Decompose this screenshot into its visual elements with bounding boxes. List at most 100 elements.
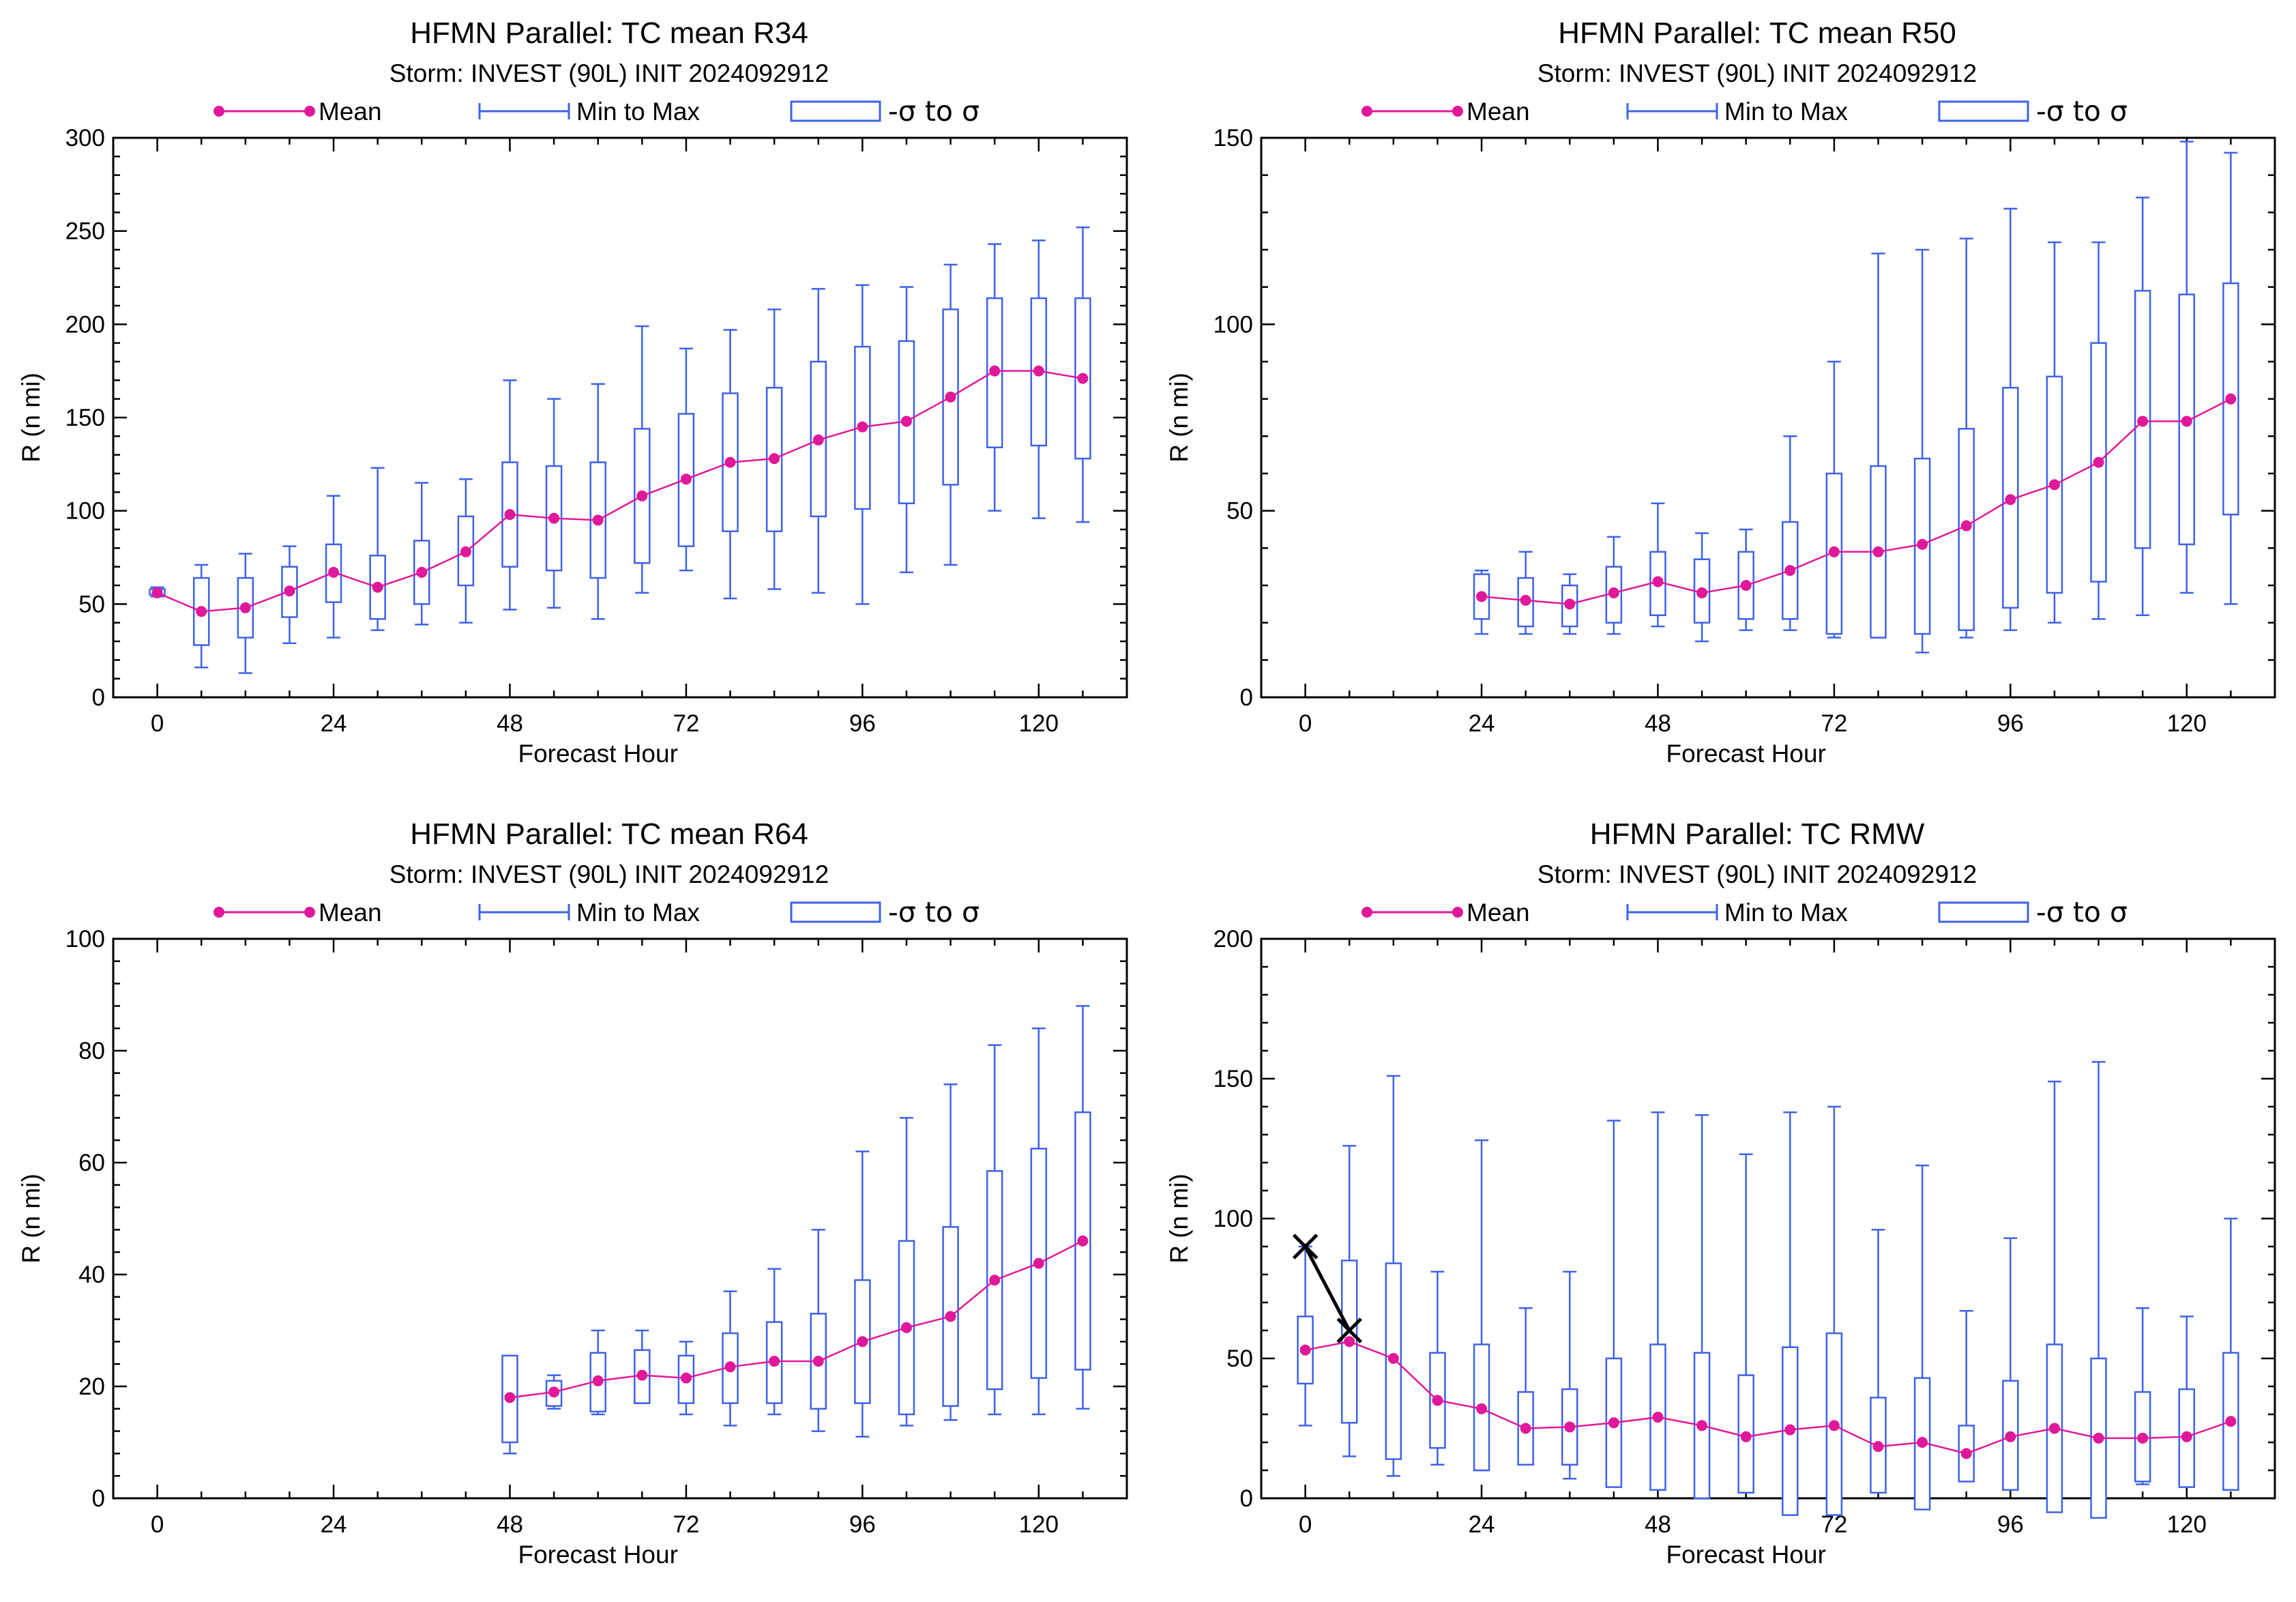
y-axis-label: R (n mi) — [1165, 373, 1193, 463]
y-tick-label: 50 — [1226, 498, 1253, 525]
chart-title: HFMN Parallel: TC mean R34 — [410, 16, 808, 50]
mean-point — [945, 391, 956, 403]
y-axis: 0 50 100 150 R (n mi) — [1165, 125, 2275, 711]
mean-point — [2093, 456, 2104, 468]
x-tick-label: 24 — [321, 1511, 347, 1538]
box-78h — [722, 1290, 739, 1427]
x-axis-label: Forecast Hour — [1666, 1541, 1825, 1569]
y-tick-label: 250 — [65, 218, 105, 245]
y-tick-label: 0 — [92, 684, 105, 711]
best-track — [1292, 1234, 1362, 1343]
mean-point — [1299, 1344, 1311, 1356]
mean-point — [900, 416, 912, 427]
box-102h — [898, 1117, 915, 1427]
y-tick-label: 20 — [78, 1373, 105, 1400]
mean-line — [1305, 1341, 2231, 1455]
chart-svg: HFMN Parallel: TC mean R34 Storm: INVEST … — [17, 16, 1128, 768]
mean-point — [1784, 1424, 1796, 1436]
mean-point — [2225, 1416, 2237, 1427]
box-126h — [1074, 1005, 1091, 1410]
box-18h — [1429, 1270, 1446, 1466]
box-102h — [898, 286, 915, 574]
legend-mean-label: Mean — [319, 899, 382, 927]
plot-frame — [1260, 136, 2276, 699]
mean-point — [548, 512, 560, 524]
chart-subtitle: Storm: INVEST (90L) INIT 2024092912 — [1537, 59, 1977, 87]
mean-point — [504, 509, 516, 521]
legend-mean-marker — [214, 907, 224, 918]
box-36h — [1561, 1270, 1578, 1480]
legend-mean-marker — [1452, 106, 1463, 117]
mean-point — [1476, 591, 1488, 602]
y-axis: 0 50 100 150 200 250 300 R (n mi) — [17, 125, 1127, 711]
best-track-marker — [1292, 1234, 1319, 1259]
mean-point — [1387, 1353, 1399, 1364]
legend-mean-marker — [1362, 907, 1372, 918]
box-120h — [2178, 1315, 2196, 1488]
legend-mean-marker — [304, 106, 315, 117]
x-tick-label: 120 — [2167, 1511, 2207, 1538]
plot-frame — [1260, 937, 2276, 1500]
box-36h — [413, 482, 430, 626]
mean-point — [1740, 1431, 1752, 1442]
mean-line — [1481, 398, 2231, 605]
box-114h — [2134, 196, 2151, 616]
x-tick-label: 120 — [1019, 710, 1059, 737]
box-126h — [2222, 1217, 2239, 1491]
legend-sigma-label: -σ to σ — [888, 896, 980, 929]
box-108h — [942, 1083, 959, 1421]
x-tick-label: 96 — [849, 1511, 876, 1538]
legend-minmax-label: Min to Max — [1724, 899, 1848, 927]
x-tick-label: 0 — [1299, 710, 1312, 737]
mean-point — [372, 581, 383, 593]
box-120h — [2178, 141, 2196, 594]
y-tick-label: 100 — [1213, 1206, 1253, 1232]
mean-point — [592, 514, 604, 526]
box-108h — [942, 263, 959, 566]
legend: Mean Min to Max -σ to σ — [214, 896, 980, 929]
y-axis-label: R (n mi) — [17, 373, 45, 463]
mean-point — [680, 1372, 692, 1384]
plot-frame — [112, 136, 1128, 699]
box-114h — [2134, 1307, 2151, 1485]
mean-point — [1960, 1448, 1972, 1459]
box-series — [1473, 141, 2239, 654]
y-tick-label: 60 — [78, 1150, 105, 1176]
mean-point — [989, 1275, 1001, 1286]
mean-point — [1033, 365, 1044, 377]
y-tick-label: 150 — [65, 405, 105, 431]
mean-point — [1520, 1423, 1531, 1434]
mean-point — [592, 1375, 604, 1386]
box-54h — [1693, 1114, 1711, 1500]
legend-minmax-label: Min to Max — [1724, 98, 1848, 126]
x-tick-label: 72 — [673, 1511, 699, 1538]
mean-point — [1608, 587, 1619, 598]
box-90h — [810, 1229, 827, 1432]
mean-point — [1652, 1412, 1664, 1423]
legend-mean-label: Mean — [319, 98, 382, 126]
mean-point — [1828, 546, 1840, 557]
legend: Mean Min to Max -σ to σ — [1362, 896, 2128, 929]
y-tick-label: 40 — [78, 1262, 105, 1288]
chart-svg: HFMN Parallel: TC RMW Storm: INVEST (90L)… — [1165, 817, 2276, 1569]
mean-point — [2181, 416, 2192, 427]
mean-point — [2048, 1423, 2060, 1434]
chart-svg: HFMN Parallel: TC mean R50 Storm: INVEST … — [1165, 16, 2276, 768]
best-track-marker — [1336, 1317, 1362, 1343]
mean-point — [1344, 1336, 1355, 1348]
y-tick-label: 50 — [1226, 1345, 1253, 1372]
legend-sigma-box — [790, 901, 881, 923]
box-series — [501, 1005, 1091, 1455]
legend-mean-label: Mean — [1467, 98, 1530, 126]
mean-point — [548, 1386, 560, 1398]
box-108h — [2090, 1061, 2107, 1519]
mean-point — [680, 474, 692, 485]
box-78h — [1870, 252, 1887, 639]
y-tick-label: 100 — [1213, 311, 1253, 338]
box-84h — [1913, 1164, 1931, 1511]
legend-sigma-box — [790, 100, 881, 122]
y-tick-label: 300 — [65, 125, 105, 151]
mean-point — [812, 1356, 824, 1367]
